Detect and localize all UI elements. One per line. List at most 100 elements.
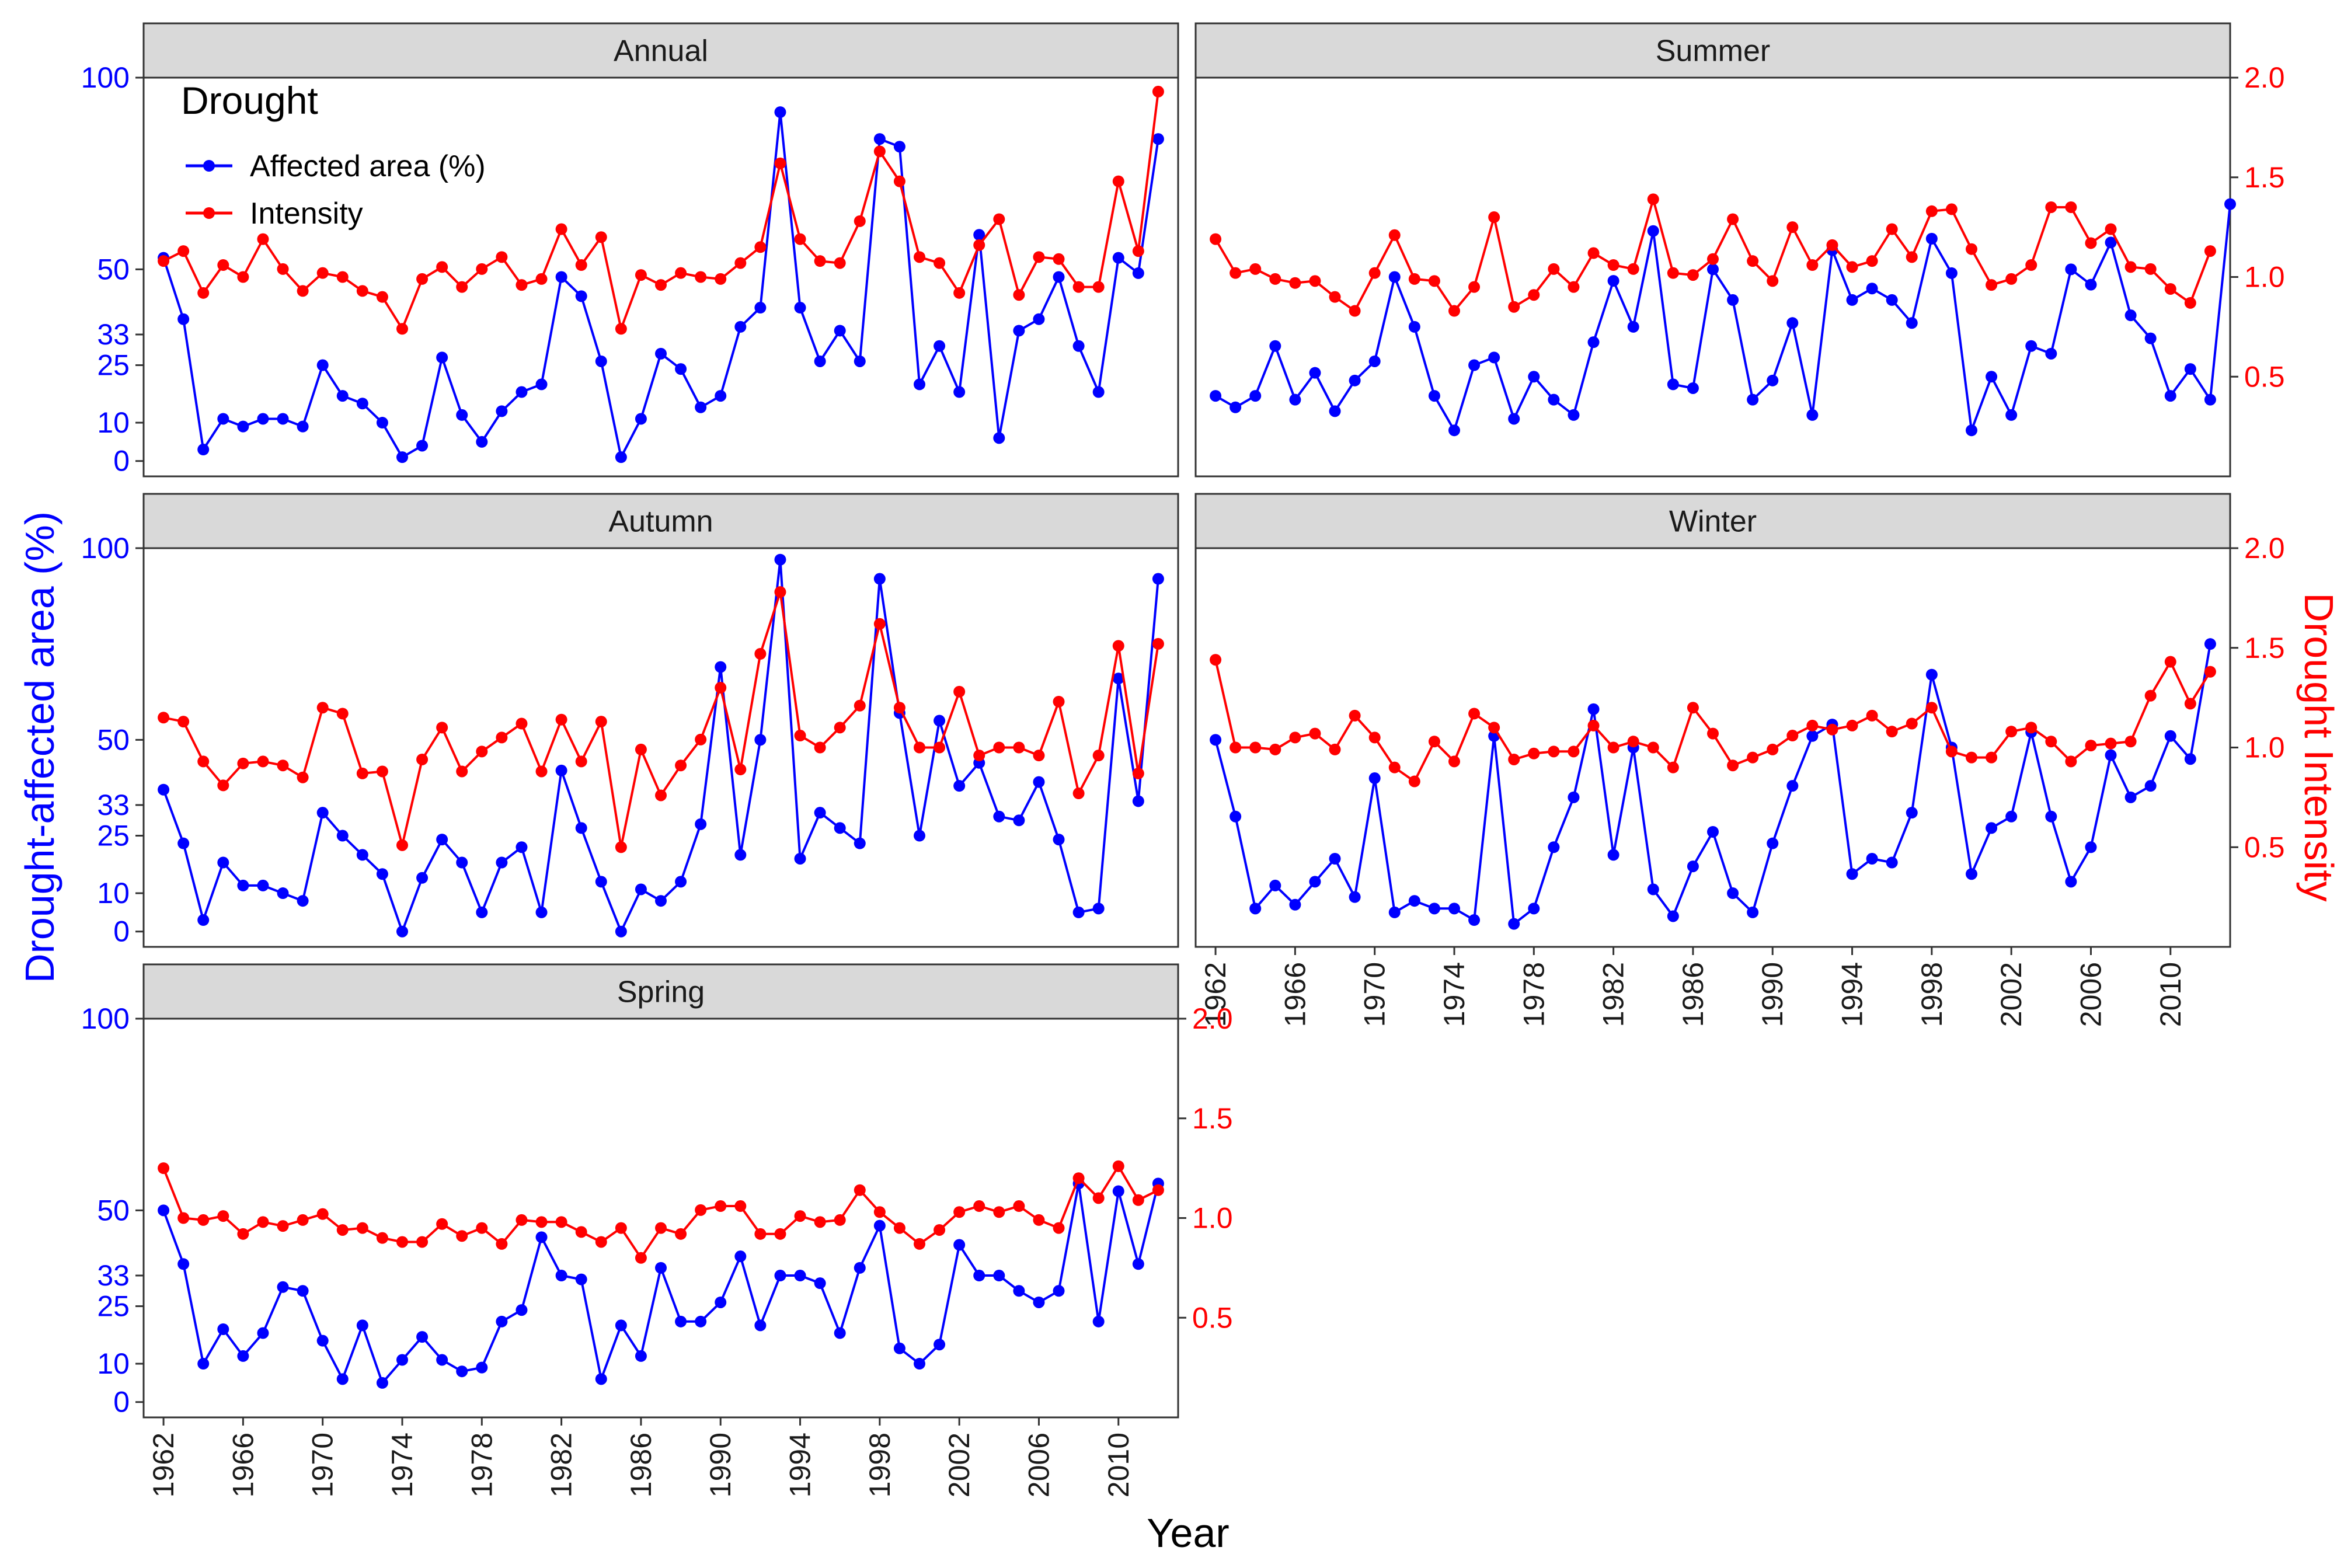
data-point-area-annual	[237, 420, 249, 433]
data-point-intensity-spring	[914, 1238, 925, 1250]
data-point-area-spring	[1033, 1296, 1045, 1308]
data-point-area-annual	[1112, 252, 1124, 264]
data-point-area-spring	[217, 1323, 229, 1335]
data-point-area-winter	[1786, 780, 1799, 792]
data-point-area-winter	[2105, 749, 2117, 761]
data-point-area-summer	[1368, 355, 1381, 367]
data-point-area-annual	[496, 405, 508, 417]
legend: Drought Affected area (%) Intensity	[181, 79, 486, 231]
data-point-area-spring	[774, 1270, 786, 1282]
data-point-area-autumn	[675, 876, 687, 888]
data-point-area-summer	[1866, 283, 1878, 295]
data-point-intensity-autumn	[675, 759, 687, 772]
y-left-tick-label: 33	[97, 789, 130, 821]
data-point-area-spring	[376, 1377, 388, 1389]
data-point-area-autumn	[197, 914, 210, 926]
data-point-area-autumn	[396, 925, 408, 938]
data-point-area-annual	[476, 435, 488, 448]
data-point-area-winter	[1368, 772, 1381, 785]
data-point-intensity-winter	[1528, 747, 1540, 759]
data-point-intensity-summer	[1786, 221, 1799, 234]
data-point-intensity-annual	[854, 215, 866, 227]
data-point-intensity-annual	[456, 281, 468, 293]
data-point-area-summer	[2005, 409, 2018, 421]
data-point-intensity-spring	[396, 1236, 408, 1248]
data-point-intensity-summer	[1428, 275, 1440, 287]
data-point-area-autumn	[834, 822, 846, 834]
strip-winter	[1194, 493, 2231, 549]
data-point-intensity-winter	[1986, 751, 1998, 764]
data-point-intensity-annual	[993, 213, 1005, 225]
data-point-intensity-spring	[436, 1218, 448, 1230]
data-point-area-autumn	[535, 906, 548, 918]
series-line-area-summer	[1215, 204, 2231, 432]
data-point-area-summer	[2164, 390, 2176, 402]
data-point-area-autumn	[456, 856, 468, 869]
data-point-area-winter	[1508, 918, 1520, 930]
data-point-intensity-winter	[1468, 708, 1481, 720]
data-point-intensity-annual	[257, 233, 269, 245]
data-point-intensity-winter	[1249, 741, 1262, 754]
data-point-intensity-spring	[873, 1206, 886, 1218]
data-point-intensity-spring	[814, 1216, 826, 1228]
data-point-area-annual	[595, 355, 607, 367]
data-point-intensity-summer	[1568, 281, 1580, 293]
data-point-area-autumn	[854, 837, 866, 849]
data-point-area-summer	[1925, 232, 1938, 245]
data-point-intensity-winter	[2204, 665, 2216, 678]
y-right-tick-label: 2.0	[2244, 61, 2285, 94]
data-point-area-summer	[1349, 374, 1361, 386]
data-point-area-autumn	[934, 715, 946, 727]
data-point-area-winter	[2204, 638, 2216, 650]
data-point-intensity-summer	[2184, 297, 2196, 309]
panel-summer: Summer 0.5 1.0 1.5 2.0	[1194, 22, 2285, 478]
data-point-area-summer	[1767, 374, 1779, 386]
data-point-area-annual	[1033, 313, 1045, 325]
data-point-area-winter	[1707, 825, 1719, 838]
data-point-area-annual	[914, 378, 925, 391]
data-point-intensity-spring	[615, 1222, 627, 1234]
data-point-intensity-summer	[1249, 263, 1262, 275]
data-point-area-summer	[1886, 294, 1898, 306]
data-point-intensity-summer	[2085, 237, 2097, 249]
data-point-area-spring	[197, 1358, 210, 1370]
x-tick-label: 2006	[1022, 1433, 1055, 1497]
data-point-area-autumn	[715, 661, 727, 673]
y-left-tick-label: 100	[81, 1002, 130, 1035]
data-point-intensity-spring	[854, 1184, 866, 1196]
data-point-area-annual	[675, 363, 687, 375]
data-point-area-summer	[1289, 393, 1301, 406]
data-point-area-summer	[1269, 340, 1281, 352]
strip-summer	[1194, 22, 2231, 79]
data-point-intensity-summer	[1508, 301, 1520, 313]
data-point-intensity-summer	[1806, 259, 1819, 271]
data-point-intensity-winter	[1846, 719, 1858, 731]
data-point-area-annual	[834, 325, 846, 337]
data-point-area-autumn	[914, 830, 925, 842]
data-point-area-autumn	[595, 876, 607, 888]
data-point-area-annual	[1092, 386, 1105, 398]
data-point-intensity-spring	[456, 1230, 468, 1242]
data-point-intensity-summer	[2065, 201, 2077, 213]
data-point-area-annual	[953, 386, 966, 398]
data-point-intensity-winter	[2085, 740, 2097, 752]
data-point-area-annual	[516, 386, 528, 398]
data-point-intensity-winter	[1568, 745, 1580, 758]
y-left-tick-label: 33	[97, 318, 130, 351]
data-point-intensity-annual	[177, 245, 190, 257]
data-point-intensity-summer	[1627, 263, 1639, 275]
data-point-area-spring	[555, 1270, 567, 1282]
data-point-area-winter	[1388, 906, 1401, 918]
data-point-intensity-annual	[715, 273, 727, 285]
data-point-intensity-autumn	[237, 757, 249, 769]
data-point-intensity-autumn	[934, 741, 946, 754]
data-point-area-summer	[1966, 424, 1977, 437]
data-point-intensity-summer	[1727, 213, 1739, 225]
data-point-area-winter	[1647, 883, 1659, 895]
data-point-area-winter	[1309, 876, 1321, 888]
data-point-area-spring	[516, 1304, 528, 1316]
data-point-intensity-annual	[675, 267, 687, 279]
y-right-tick-label: 1.0	[2244, 731, 2285, 764]
data-point-intensity-autumn	[516, 717, 528, 730]
data-point-area-spring	[316, 1334, 329, 1347]
